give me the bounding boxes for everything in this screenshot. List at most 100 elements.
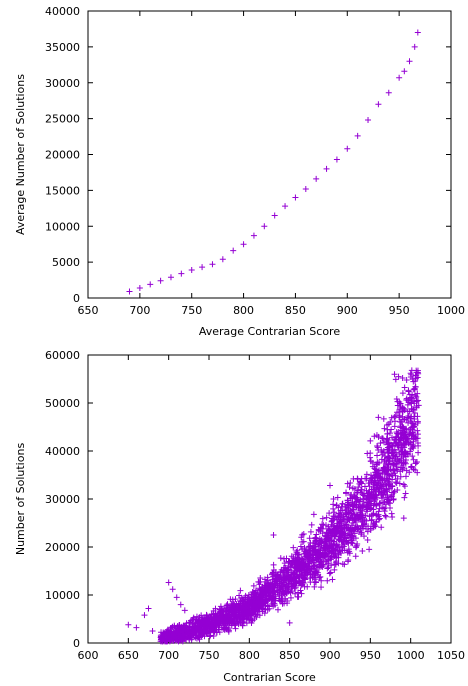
data-point bbox=[288, 577, 295, 584]
data-point bbox=[372, 472, 379, 479]
data-point bbox=[391, 413, 398, 420]
data-point bbox=[411, 409, 418, 416]
data-point bbox=[401, 449, 408, 456]
data-point bbox=[411, 423, 418, 430]
data-point bbox=[407, 439, 414, 446]
data-point bbox=[385, 466, 392, 473]
data-point bbox=[392, 455, 399, 462]
x-tick-label: 700 bbox=[158, 649, 179, 662]
data-point bbox=[381, 425, 388, 432]
y-tick-label: 20000 bbox=[45, 541, 80, 554]
x-tick-label: 750 bbox=[181, 304, 202, 317]
data-point bbox=[317, 573, 324, 580]
data-point bbox=[376, 505, 383, 512]
x-tick-label: 950 bbox=[389, 304, 410, 317]
data-point bbox=[388, 434, 395, 441]
data-point bbox=[378, 524, 385, 531]
data-point bbox=[211, 628, 218, 635]
data-point bbox=[400, 416, 407, 423]
data-point bbox=[299, 546, 306, 553]
data-point bbox=[290, 544, 297, 551]
data-point bbox=[400, 515, 407, 522]
data-point bbox=[332, 559, 339, 566]
data-point bbox=[414, 459, 421, 466]
data-point bbox=[328, 530, 335, 537]
data-point bbox=[378, 456, 385, 463]
data-point bbox=[375, 433, 382, 440]
data-point bbox=[328, 521, 335, 528]
data-point bbox=[287, 594, 294, 601]
data-point bbox=[377, 500, 384, 507]
data-point bbox=[391, 423, 398, 430]
data-point bbox=[396, 74, 403, 81]
data-point bbox=[273, 587, 280, 594]
data-point bbox=[193, 613, 200, 620]
y-tick-label: 30000 bbox=[45, 493, 80, 506]
data-point bbox=[385, 496, 392, 503]
data-point bbox=[345, 515, 352, 522]
data-point bbox=[323, 514, 330, 521]
data-point bbox=[326, 510, 333, 517]
data-point bbox=[264, 582, 271, 589]
data-point bbox=[346, 502, 353, 509]
data-point bbox=[271, 212, 278, 219]
data-point bbox=[294, 573, 301, 580]
y-tick-label: 30000 bbox=[45, 77, 80, 90]
data-point bbox=[412, 466, 419, 473]
data-point bbox=[204, 624, 211, 631]
data-point bbox=[335, 504, 342, 511]
data-point bbox=[382, 453, 389, 460]
y-tick-label: 10000 bbox=[45, 220, 80, 233]
data-point bbox=[410, 406, 417, 413]
data-point bbox=[192, 617, 199, 624]
data-point bbox=[408, 463, 415, 470]
x-tick-label: 600 bbox=[78, 649, 99, 662]
data-point bbox=[298, 590, 305, 597]
data-point bbox=[325, 564, 332, 571]
data-point bbox=[282, 576, 289, 583]
data-point bbox=[363, 487, 370, 494]
data-point bbox=[325, 536, 332, 543]
data-point bbox=[181, 607, 188, 614]
data-point bbox=[411, 43, 418, 50]
data-point bbox=[389, 513, 396, 520]
data-point bbox=[264, 597, 271, 604]
data-point bbox=[223, 609, 230, 616]
data-point bbox=[177, 637, 184, 644]
data-point bbox=[406, 391, 413, 398]
data-point bbox=[297, 543, 304, 550]
data-point bbox=[389, 476, 396, 483]
data-point bbox=[371, 433, 378, 440]
data-point bbox=[289, 557, 296, 564]
data-point bbox=[190, 615, 197, 622]
x-tick-label: 900 bbox=[320, 649, 341, 662]
data-point bbox=[385, 89, 392, 96]
data-point bbox=[350, 475, 357, 482]
data-point bbox=[391, 488, 398, 495]
data-point bbox=[396, 458, 403, 465]
data-point bbox=[400, 425, 407, 432]
data-point bbox=[141, 612, 148, 619]
data-point bbox=[261, 223, 268, 230]
data-point bbox=[237, 587, 244, 594]
data-point bbox=[396, 399, 403, 406]
data-point bbox=[269, 583, 276, 590]
data-point bbox=[387, 505, 394, 512]
data-point bbox=[279, 596, 286, 603]
data-point bbox=[187, 629, 194, 636]
data-point bbox=[251, 607, 258, 614]
data-point bbox=[270, 566, 277, 573]
data-point bbox=[285, 588, 292, 595]
data-point bbox=[300, 563, 307, 570]
y-tick-label: 25000 bbox=[45, 113, 80, 126]
data-point bbox=[298, 582, 305, 589]
data-point bbox=[382, 468, 389, 475]
data-point bbox=[181, 634, 188, 641]
data-point bbox=[390, 495, 397, 502]
data-point bbox=[296, 565, 303, 572]
data-point bbox=[385, 499, 392, 506]
data-point bbox=[397, 430, 404, 437]
data-point bbox=[312, 555, 319, 562]
data-point bbox=[338, 503, 345, 510]
